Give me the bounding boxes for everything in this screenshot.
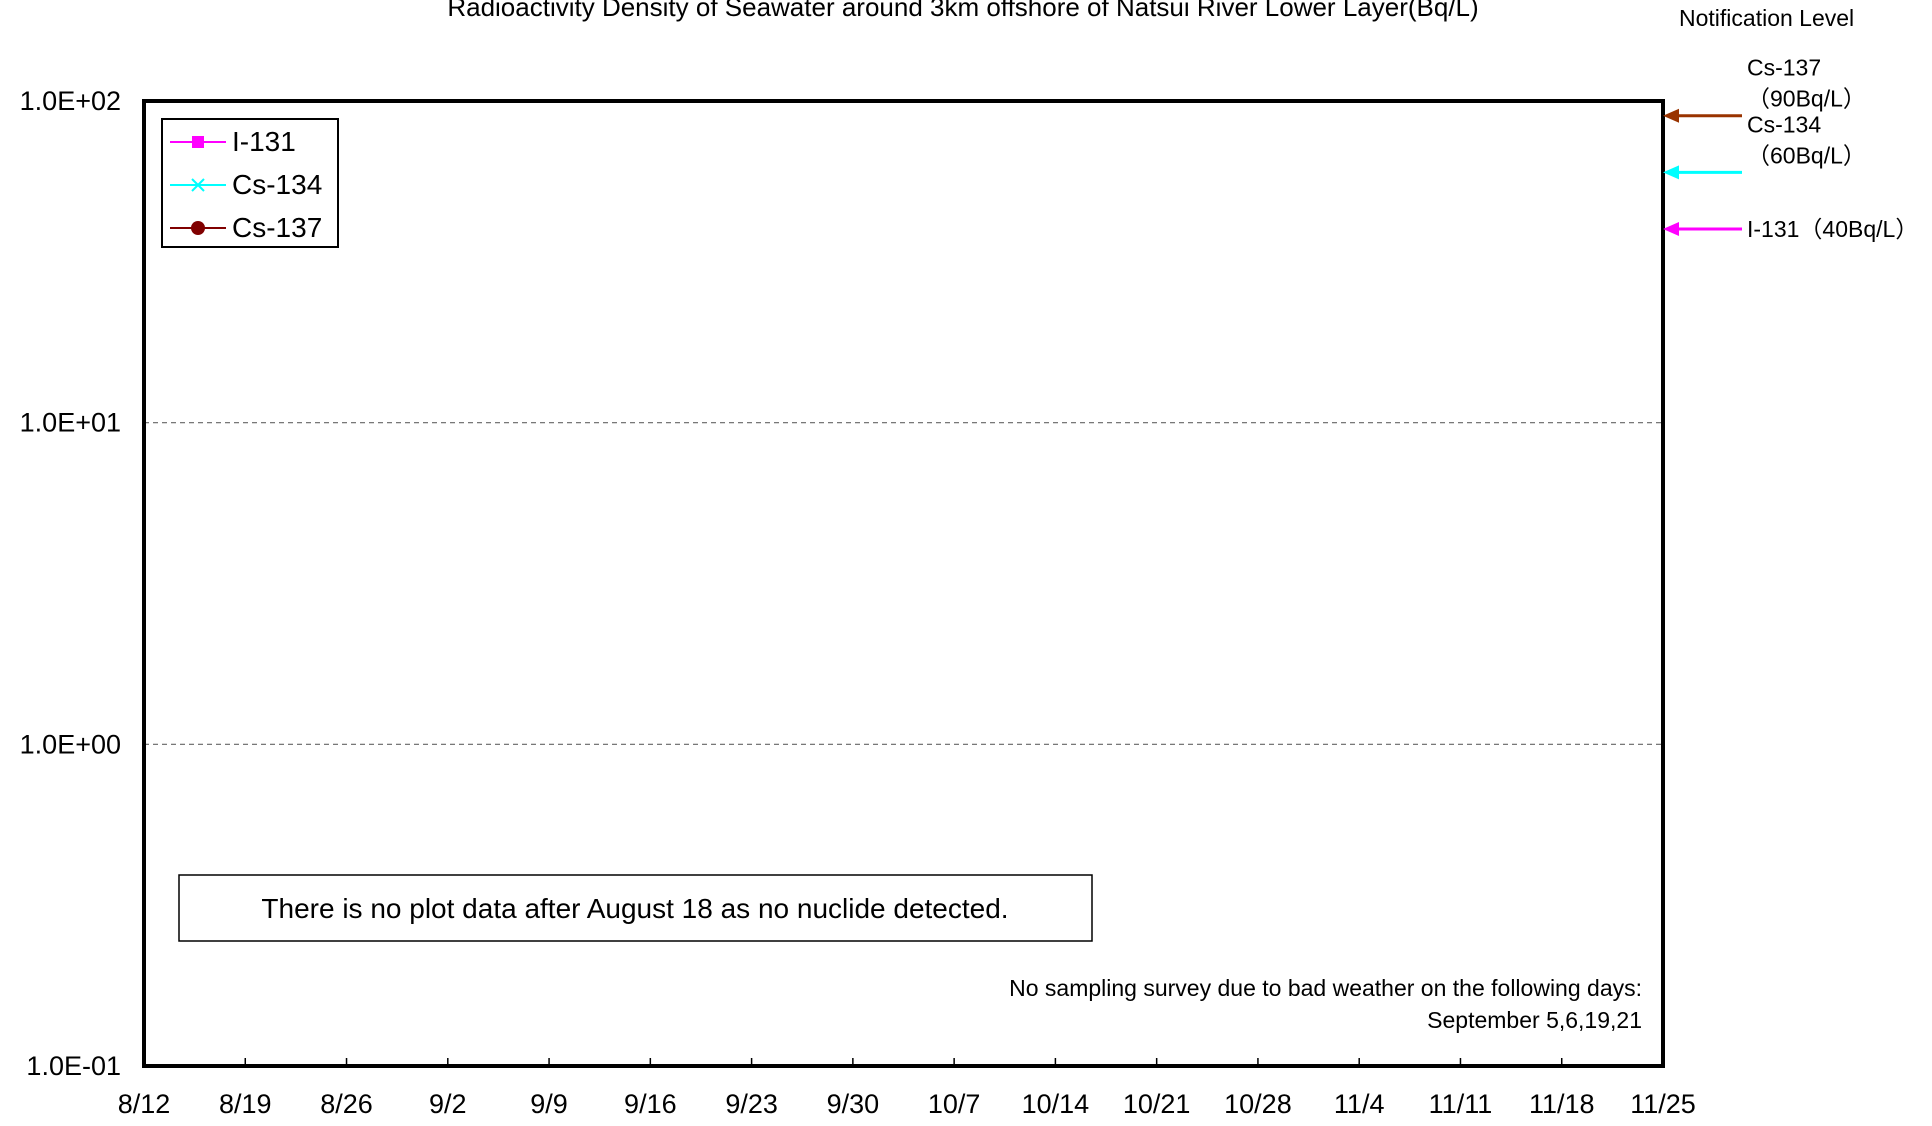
legend-label-i131: I-131 — [232, 126, 296, 157]
notification-level-label: （60Bq/L） — [1747, 142, 1866, 168]
legend-marker-square — [192, 136, 204, 148]
legend-box — [161, 118, 339, 248]
legend: I-131 Cs-134 Cs-137 — [161, 118, 339, 248]
x-tick-label: 8/26 — [320, 1089, 373, 1119]
chart-title: Radioactivity Density of Seawater around… — [447, 0, 1478, 22]
y-tick-label: 1.0E+02 — [20, 86, 121, 116]
y-axis-ticks: 1.0E+02 1.0E+01 1.0E+00 1.0E-01 — [20, 86, 121, 1081]
x-tick-label: 10/14 — [1022, 1089, 1090, 1119]
y-tick-label: 1.0E+01 — [20, 408, 121, 438]
notification-arrow-head — [1663, 108, 1679, 123]
x-tick-label: 11/11 — [1429, 1089, 1493, 1119]
x-tick-label: 9/16 — [624, 1089, 677, 1119]
y-tick-label: 1.0E+00 — [20, 729, 121, 759]
notification-arrow-head — [1663, 165, 1679, 180]
x-tick-label: 9/9 — [530, 1089, 568, 1119]
notification-level-label: Cs-134 — [1747, 111, 1821, 137]
x-tick-label: 11/4 — [1334, 1089, 1385, 1119]
notification-level-label: （90Bq/L） — [1747, 86, 1866, 112]
no-data-note-text: There is no plot data after August 18 as… — [261, 893, 1008, 924]
x-tick-label: 10/7 — [928, 1089, 981, 1119]
x-tick-label: 10/28 — [1224, 1089, 1292, 1119]
legend-entry-i131: I-131 — [170, 126, 296, 157]
x-tick-label: 9/30 — [827, 1089, 880, 1119]
x-tick-label: 9/2 — [429, 1089, 467, 1119]
legend-label-cs134: Cs-134 — [232, 169, 322, 200]
x-tick-label: 11/18 — [1529, 1089, 1595, 1119]
legend-entry-cs134: Cs-134 — [170, 169, 322, 200]
x-tick-label: 9/23 — [725, 1089, 778, 1119]
notification-levels: Cs-137 （90Bq/L）Cs-134 （60Bq/L） I-131（40Bq/L… — [1663, 55, 1918, 242]
plot-frame — [142, 99, 1665, 1068]
legend-entry-cs137: Cs-137 — [170, 212, 322, 243]
no-data-note-box — [178, 874, 1093, 942]
y-tick-label: 1.0E-01 — [26, 1051, 121, 1081]
notification-level-label: I-131（40Bq/L） — [1747, 216, 1918, 242]
x-tick-label: 8/12 — [118, 1089, 171, 1119]
x-tick-label: 8/19 — [219, 1089, 272, 1119]
legend-marker-circle — [191, 221, 205, 235]
notification-level-marker: Cs-137 （90Bq/L） — [1663, 55, 1866, 123]
x-tick-label: 11/25 — [1630, 1089, 1696, 1119]
no-data-note: There is no plot data after August 18 as… — [178, 874, 1093, 942]
notification-arrow-head — [1663, 222, 1679, 237]
legend-label-cs137: Cs-137 — [232, 212, 322, 243]
x-tick-label: 10/21 — [1123, 1089, 1191, 1119]
weather-note-line-1: No sampling survey due to bad weather on… — [1009, 975, 1642, 1001]
notification-level-heading: Notification Level — [1679, 5, 1854, 31]
notification-level-marker: Cs-134 （60Bq/L） — [1663, 111, 1866, 180]
x-axis-ticks: 8/12 8/19 8/26 9/2 9/9 9/16 9/23 9/30 10/7 10/14 1… — [118, 1058, 1696, 1119]
notification-level-label: Cs-137 — [1747, 55, 1821, 81]
notification-level-marker: I-131（40Bq/L） — [1663, 216, 1918, 242]
legend-marker-x — [191, 178, 205, 192]
weather-note-line-2: September 5,6,19,21 — [1427, 1007, 1642, 1033]
grid-layer — [144, 422, 1663, 745]
